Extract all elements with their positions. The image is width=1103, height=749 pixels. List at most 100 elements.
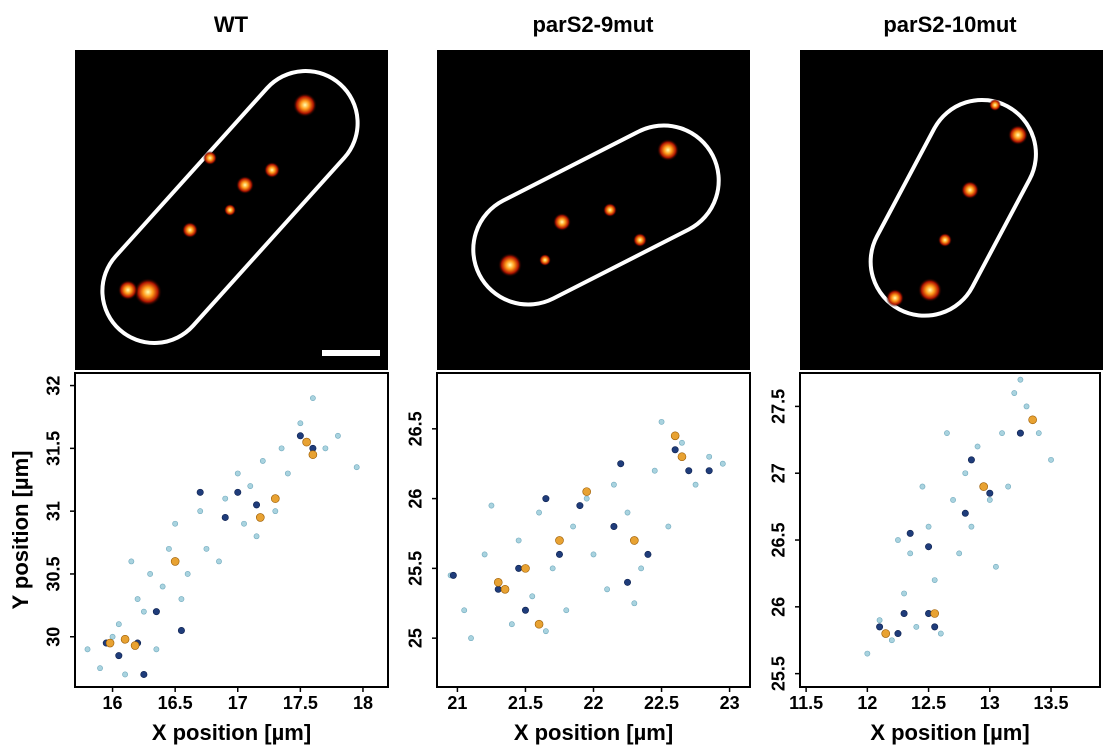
point [582,487,591,496]
point [986,489,994,497]
point [259,458,266,464]
point [488,502,495,509]
point [493,578,503,587]
point [247,483,254,489]
x-tick-label: 23 [720,693,740,713]
point [234,470,241,477]
point [449,571,457,579]
point [468,635,474,642]
point [631,600,638,607]
point [876,617,883,624]
point [677,452,687,462]
point [115,652,123,660]
point [308,450,318,459]
point [152,608,160,616]
point [679,439,685,446]
point [974,443,981,450]
point [184,571,191,577]
y-tick-label: 26 [406,489,426,509]
point [221,513,229,521]
point [508,621,515,628]
point [555,536,564,545]
y-tick-label: 27.5 [769,389,789,424]
y-tick-label: 26.5 [406,411,426,446]
point [894,630,902,638]
point [105,638,115,648]
point [604,586,611,593]
x-tick-label: 12.5 [911,693,946,713]
point [297,420,304,427]
chart-title: parS2-10mut [883,12,1017,37]
point [967,456,975,464]
point [515,537,522,544]
point [670,431,680,441]
point [253,501,261,509]
point [128,558,135,565]
x-tick-label: 21 [447,693,467,713]
point [956,550,963,557]
point [172,520,179,527]
point [961,509,969,517]
point [170,557,180,566]
point [296,432,304,440]
point [563,607,570,614]
point [353,464,360,471]
point [968,523,975,530]
point [611,481,617,488]
point [931,577,938,584]
point [705,467,713,475]
point [1035,430,1042,437]
point [624,578,632,586]
point [993,563,999,570]
point [140,608,147,615]
point [140,670,148,678]
point [1048,456,1054,463]
micrograph-9mut [437,50,750,370]
point [685,467,693,475]
point [536,509,542,516]
x-tick-label: 21.5 [508,693,543,713]
point [979,482,988,491]
point [521,606,529,614]
point [134,596,141,602]
point [692,481,699,488]
x-tick-label: 12 [857,693,877,713]
y-tick-label: 26.5 [769,522,789,557]
point [590,551,597,558]
plot-frame [74,372,389,688]
point [521,564,530,573]
point [196,488,204,496]
micrograph-wt [75,50,388,370]
point [177,626,185,634]
point [500,585,510,594]
point [925,543,933,551]
point [278,445,285,452]
point [255,513,265,522]
point [931,623,939,631]
point [638,565,645,572]
y-tick-label: 26 [769,597,789,617]
point [617,460,625,468]
point [900,610,908,618]
point [1005,483,1012,490]
point [542,495,550,503]
x-tick-label: 16.5 [158,693,193,713]
point [1016,429,1024,437]
point [542,628,549,635]
point [322,445,329,452]
point [178,596,185,602]
point [272,508,279,515]
point [1011,390,1018,396]
x-axis-label: X position [µm] [152,720,311,745]
x-tick-label: 22 [583,693,603,713]
point [644,550,652,558]
point [159,583,166,590]
point [309,395,316,402]
chart-title: parS2-9mut [532,12,654,37]
point [925,523,932,530]
point [84,646,91,653]
y-tick-label: 30.5 [44,556,64,591]
point [555,550,563,558]
point [950,497,956,503]
